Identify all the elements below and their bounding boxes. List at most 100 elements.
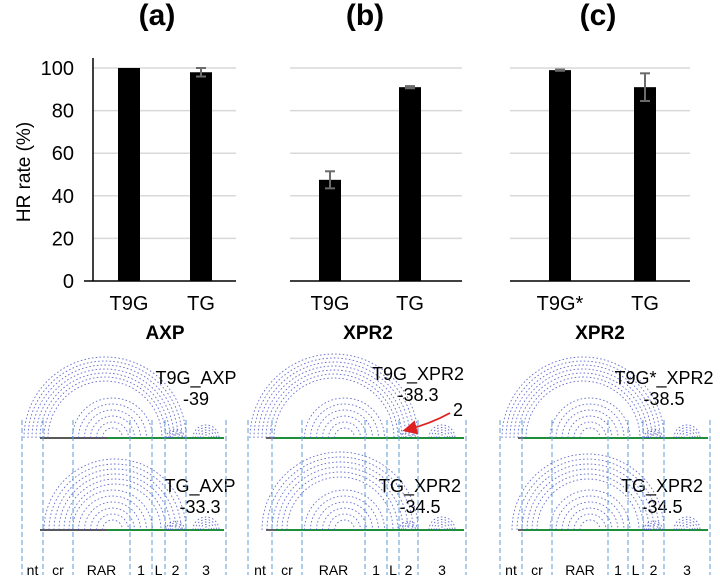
- base-pair-arc: [328, 513, 361, 531]
- base-pair-arc: [316, 409, 373, 439]
- base-pair-arc: [78, 403, 147, 439]
- base-pair-arc: [567, 415, 613, 439]
- base-pair-arc: [197, 521, 215, 531]
- base-pair-arc: [328, 421, 361, 439]
- base-pair-arc: [102, 519, 123, 531]
- base-pair-arc: [531, 473, 645, 531]
- bar: [549, 70, 571, 281]
- structure-energy: -38.5: [643, 389, 684, 409]
- segment-label: cr: [281, 562, 293, 578]
- base-pair-arc: [673, 516, 701, 531]
- base-pair-arc: [433, 429, 451, 439]
- base-pair-arc: [403, 524, 414, 531]
- segment-label: 1: [372, 562, 380, 578]
- base-pair-arc: [678, 429, 696, 439]
- segment-label: cr: [531, 562, 543, 578]
- base-pair-arc: [431, 519, 453, 531]
- segment-label: 3: [202, 562, 210, 578]
- y-tick-labels: 0 20 40 60 80 100: [41, 58, 74, 293]
- base-pair-arc: [646, 430, 661, 439]
- base-pair-arc: [676, 427, 698, 439]
- structure-name: T9G_XPR2: [372, 364, 464, 385]
- base-pair-arc: [399, 428, 418, 439]
- base-pair-arc: [43, 458, 187, 531]
- base-pair-arc: [48, 463, 182, 531]
- base-pair-arc: [47, 380, 163, 439]
- base-pair-arc: [322, 507, 367, 531]
- arc-diagram: [23, 356, 224, 439]
- x-tick-label: T9G: [311, 293, 350, 315]
- base-pair-arc: [428, 424, 456, 439]
- base-pair-arc: [676, 519, 698, 531]
- segment-label: RAR: [87, 562, 117, 578]
- x-tick-label: TG: [187, 293, 215, 315]
- base-pair-arc: [561, 409, 619, 439]
- base-pair-arc: [334, 519, 355, 531]
- base-pair-arc: [555, 403, 625, 439]
- bars-c: [549, 68, 656, 281]
- base-pair-arc: [501, 356, 665, 439]
- base-pair-arc: [334, 427, 355, 439]
- base-pair-arc: [521, 376, 645, 439]
- x-tick-label: TG: [396, 293, 424, 315]
- base-pair-arc: [276, 466, 404, 531]
- base-pair-arc: [197, 429, 215, 439]
- base-pair-arc: [286, 476, 394, 531]
- y-tick-label: 40: [52, 186, 74, 208]
- structure-energy: -34.5: [641, 497, 682, 517]
- segment-label: L: [632, 562, 640, 578]
- segment-labels: nt cr RAR 1 L 2 3 nt cr RAR 1 L 2 3 nt cr RAR 1 L 2 3: [21, 420, 711, 578]
- segment-label: RAR: [565, 562, 595, 578]
- base-pair-arc: [438, 434, 446, 439]
- base-pair-arc: [567, 507, 613, 531]
- base-pair-arc: [249, 353, 419, 439]
- segment-label: nt: [505, 562, 517, 578]
- base-pair-arc: [192, 516, 220, 531]
- error-bar: [325, 170, 335, 190]
- arc-diagram: [261, 451, 464, 531]
- error-bar: [555, 68, 565, 72]
- base-pair-arc: [195, 427, 217, 439]
- bar: [319, 179, 341, 281]
- segment-label: 2: [650, 562, 658, 578]
- base-pair-arc: [509, 364, 657, 439]
- base-pair-arc: [84, 501, 141, 531]
- base-pair-arc: [195, 519, 217, 531]
- segment-label: RAR: [319, 562, 349, 578]
- base-pair-arc: [200, 432, 212, 439]
- arc-diagrams: [23, 353, 708, 531]
- base-pair-arc: [678, 521, 696, 531]
- base-pair-arc: [436, 524, 448, 531]
- structure-energy: -33.3: [179, 497, 220, 517]
- base-pair-arc: [322, 415, 367, 439]
- y-tick-label: 100: [41, 58, 74, 80]
- base-pair-arc: [681, 432, 693, 439]
- base-pair-arc: [68, 483, 162, 531]
- y-tick-label: 60: [52, 143, 74, 165]
- base-pair-arc: [78, 495, 147, 531]
- base-pair-arc: [683, 526, 691, 531]
- x-tick-label: TG: [631, 293, 659, 315]
- x-tick-label: T9G*: [537, 293, 584, 315]
- base-pair-arc: [170, 524, 181, 531]
- base-pair-arc: [646, 522, 661, 531]
- base-pair-arc: [90, 507, 135, 531]
- base-pair-arc: [102, 427, 123, 439]
- base-pair-arc: [58, 473, 172, 531]
- arc-diagram: [40, 458, 224, 531]
- structure-name: TG_XPR2: [379, 476, 461, 497]
- base-pair-arc: [650, 434, 657, 439]
- base-pair-arc: [681, 524, 693, 531]
- base-pair-arc: [555, 495, 625, 531]
- base-pair-arc: [39, 372, 171, 439]
- error-bar: [640, 72, 650, 103]
- panel-label-a: (a): [139, 0, 176, 32]
- y-tick-label: 80: [52, 101, 74, 123]
- error-bar: [405, 85, 415, 90]
- annotation-label: 2: [453, 400, 463, 420]
- arc-diagram: [249, 353, 464, 439]
- bar: [118, 68, 140, 281]
- base-pair-arc: [521, 463, 655, 531]
- segment-label: L: [389, 562, 397, 578]
